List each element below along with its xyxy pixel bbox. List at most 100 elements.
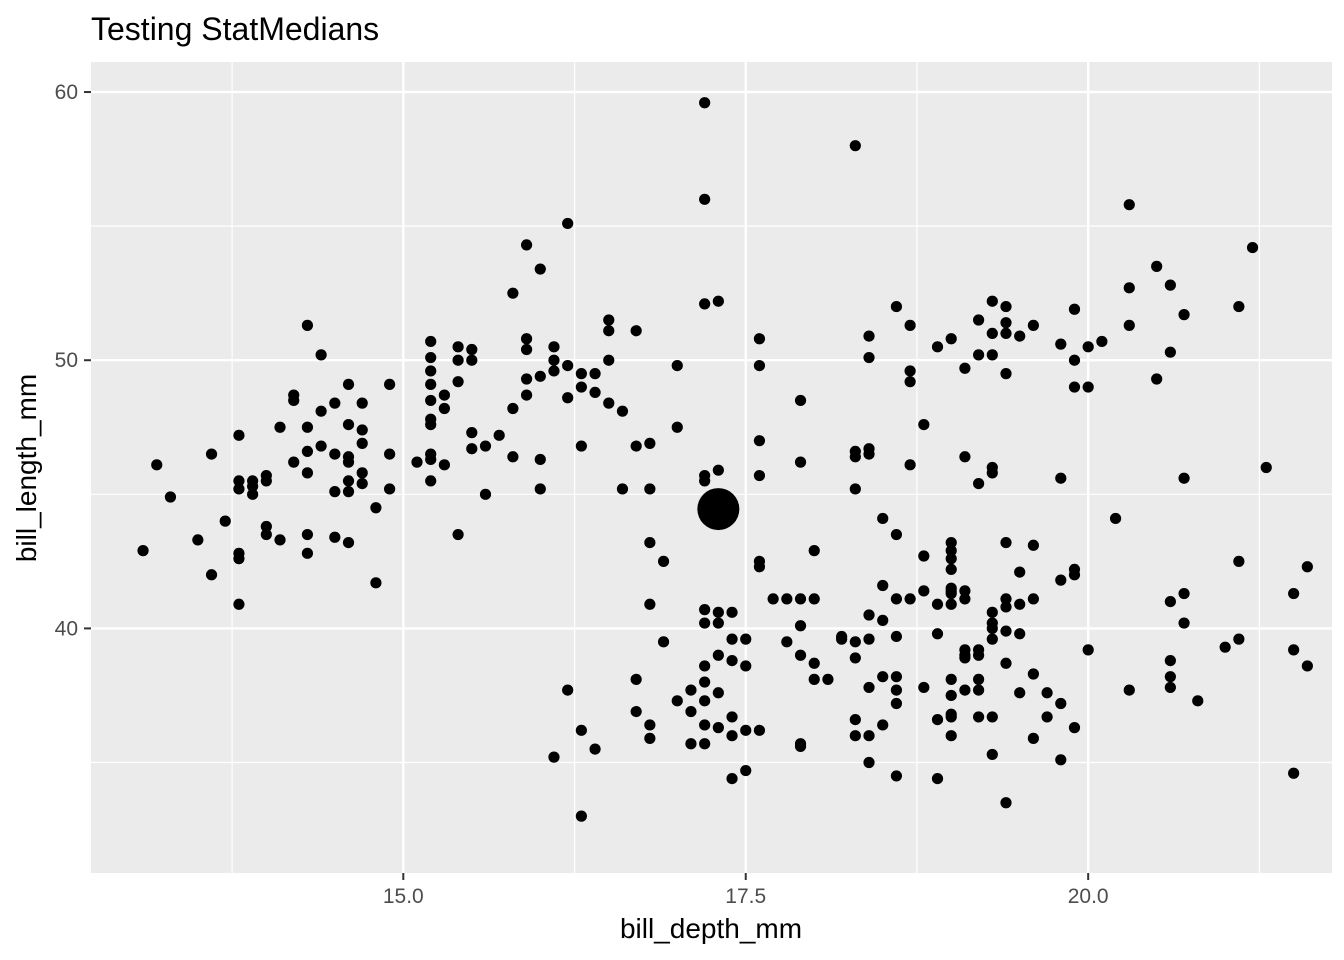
data-point	[630, 705, 642, 718]
data-point	[1000, 300, 1012, 313]
data-point	[973, 711, 985, 723]
data-point	[425, 365, 437, 377]
data-point	[740, 633, 752, 645]
data-point	[945, 689, 957, 702]
data-point	[1027, 319, 1039, 331]
major-gridlines	[91, 62, 1332, 873]
data-point	[562, 359, 574, 372]
data-point	[288, 456, 300, 468]
data-point	[1246, 241, 1259, 254]
data-point	[753, 555, 766, 567]
data-point	[699, 469, 711, 482]
data-point	[315, 440, 327, 452]
data-point	[890, 697, 903, 710]
data-point	[1178, 617, 1190, 629]
data-point	[411, 456, 423, 468]
data-point	[1055, 338, 1067, 350]
data-point	[1000, 536, 1012, 549]
data-point	[1123, 199, 1135, 211]
data-point	[151, 459, 163, 471]
data-point	[329, 531, 341, 543]
data-point	[425, 475, 437, 487]
data-point	[753, 724, 766, 736]
data-point	[452, 354, 464, 366]
data-point	[1027, 539, 1039, 551]
data-point	[425, 448, 437, 460]
data-point	[1164, 279, 1176, 291]
data-point	[370, 502, 382, 514]
y-tick-label: 40	[55, 617, 78, 640]
data-point	[986, 349, 998, 361]
data-point	[534, 453, 546, 466]
data-point	[945, 730, 957, 742]
data-point	[808, 673, 820, 685]
data-point	[1301, 660, 1313, 672]
data-point	[301, 528, 314, 541]
data-point	[1068, 381, 1081, 393]
data-point	[1014, 598, 1026, 610]
data-point	[534, 263, 546, 275]
data-point	[1096, 335, 1108, 348]
data-point	[452, 341, 464, 353]
data-point	[973, 349, 985, 361]
data-point	[466, 427, 478, 439]
data-point	[192, 534, 204, 546]
data-point	[370, 577, 382, 589]
data-point	[1123, 319, 1135, 331]
data-point	[973, 644, 985, 656]
data-point	[945, 333, 957, 345]
data-point	[315, 405, 327, 417]
data-point	[699, 193, 711, 205]
data-point	[425, 351, 437, 364]
data-point	[904, 365, 916, 377]
data-point	[342, 451, 355, 463]
data-point	[356, 477, 368, 490]
data-point	[452, 376, 464, 388]
data-point	[164, 491, 177, 503]
data-point	[699, 97, 711, 109]
data-point	[726, 772, 738, 785]
data-point	[329, 486, 341, 498]
data-point	[890, 630, 903, 643]
data-point	[699, 604, 711, 616]
data-point	[890, 684, 903, 696]
data-point	[1164, 654, 1176, 667]
data-point	[1055, 574, 1067, 586]
data-point	[260, 469, 272, 482]
data-point	[233, 547, 245, 559]
data-point	[863, 756, 875, 769]
data-point	[1164, 681, 1176, 694]
data-point	[712, 722, 724, 734]
data-point	[890, 770, 903, 782]
data-point	[863, 730, 875, 742]
data-point	[493, 429, 505, 441]
data-point	[466, 343, 478, 356]
data-point	[384, 483, 396, 495]
data-point	[986, 327, 998, 340]
data-point	[1014, 687, 1026, 699]
data-point	[945, 563, 957, 576]
data-point	[384, 448, 396, 460]
data-point	[794, 738, 807, 750]
data-point	[740, 724, 752, 736]
data-point	[342, 536, 355, 549]
data-point	[671, 359, 683, 372]
data-point	[1151, 373, 1163, 385]
data-point	[836, 630, 848, 643]
data-point	[986, 295, 998, 307]
data-point	[959, 684, 971, 696]
data-point	[1192, 695, 1204, 707]
data-point	[986, 711, 998, 723]
data-point	[794, 394, 807, 407]
data-point	[438, 402, 450, 415]
data-point	[1014, 566, 1026, 578]
data-point	[794, 649, 807, 661]
data-point	[931, 628, 944, 640]
data-point	[1082, 341, 1094, 353]
data-point	[918, 585, 930, 597]
x-tick-label: 15.0	[383, 885, 424, 908]
data-point	[904, 459, 916, 471]
data-point	[1000, 593, 1012, 605]
data-point	[575, 724, 587, 736]
data-point	[1288, 644, 1300, 656]
